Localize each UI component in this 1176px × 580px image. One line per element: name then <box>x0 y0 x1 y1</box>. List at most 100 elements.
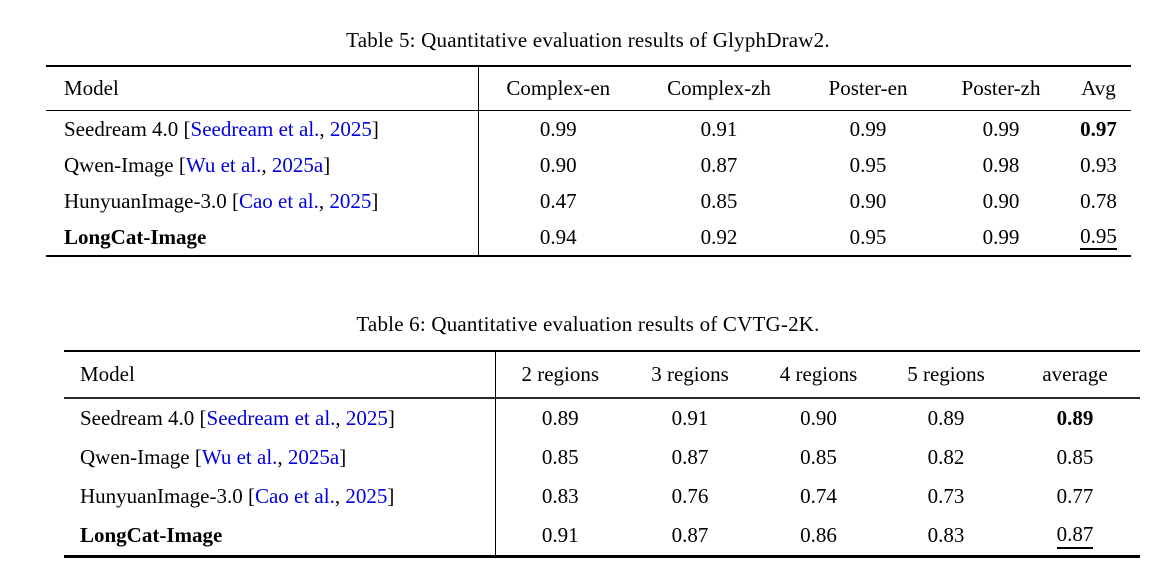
bracket-open: [ <box>173 152 186 177</box>
model-cell: Qwen-Image [Wu et al., 2025a] <box>46 147 478 183</box>
value-cell: 0.91 <box>671 406 709 430</box>
citation-link-year[interactable]: 2025 <box>329 188 372 213</box>
bracket-open: [ <box>178 116 191 141</box>
value-cell: 0.90 <box>800 406 837 430</box>
citation-link-authors[interactable]: Cao et al. <box>254 484 335 508</box>
citation-link-year[interactable]: 2025 <box>345 484 388 508</box>
citation-link-authors[interactable]: Cao et al. <box>238 188 319 213</box>
table6-caption: Table 6: Quantitative evaluation results… <box>356 312 820 336</box>
table5: Model Complex-en Complex-zh Poster-en Po… <box>46 65 1131 257</box>
value-cell: 0.90 <box>849 188 887 213</box>
citation-separator: , <box>318 188 330 213</box>
value-cell: 0.93 <box>1080 152 1117 177</box>
value-cell: 0.73 <box>927 484 965 508</box>
table5-header-model: Model <box>46 66 478 111</box>
table-row: HunyuanImage-3.0 [Cao et al., 2025] 0.47… <box>46 183 1131 219</box>
table-row: Qwen-Image [Wu et al., 2025a] 0.85 0.87 … <box>64 438 1140 477</box>
value-cell: 0.87 <box>671 445 709 469</box>
value-cell: 0.74 <box>800 484 837 508</box>
citation-link-authors[interactable]: Wu et al. <box>201 445 278 469</box>
citation-link-authors[interactable]: Seedream et al. <box>190 116 320 141</box>
table-row: LongCat-Image 0.91 0.87 0.86 0.83 0.87 <box>64 516 1140 557</box>
value-cell: 0.92 <box>700 224 738 249</box>
underlined-value: 0.95 <box>1080 225 1117 251</box>
model-name: Qwen-Image <box>64 152 174 177</box>
value-cell: 0.87 <box>671 523 709 547</box>
value-cell-best: 0.97 <box>1080 116 1117 141</box>
model-name: Seedream 4.0 <box>64 116 179 141</box>
bracket-close: ] <box>387 406 395 430</box>
value-cell: 0.85 <box>700 188 738 213</box>
value-cell: 0.99 <box>982 224 1020 249</box>
value-cell: 0.90 <box>982 188 1020 213</box>
table6-header-average: average <box>1010 351 1140 399</box>
table5-header-complex-en: Complex-en <box>477 66 638 111</box>
value-cell: 0.47 <box>477 183 638 219</box>
value-cell: 0.89 <box>927 406 965 430</box>
value-cell: 0.85 <box>1056 445 1094 469</box>
value-cell: 0.99 <box>849 116 887 141</box>
citation-separator: , <box>335 406 346 430</box>
value-cell-best: 0.89 <box>1056 406 1094 430</box>
value-cell: 0.76 <box>671 484 709 508</box>
table5-header-avg: Avg <box>1066 66 1131 111</box>
citation-link-year[interactable]: 2025 <box>345 406 388 430</box>
model-name: Qwen-Image <box>80 445 190 469</box>
value-cell: 0.91 <box>494 516 625 557</box>
model-cell: HunyuanImage-3.0 [Cao et al., 2025] <box>46 183 478 219</box>
table-row: Seedream 4.0 [Seedream et al., 2025] 0.9… <box>46 110 1131 148</box>
bracket-open: [ <box>242 484 255 508</box>
value-cell: 0.90 <box>477 147 638 183</box>
table5-header-poster-zh: Poster-zh <box>936 66 1066 111</box>
bracket-close: ] <box>323 152 331 177</box>
citation-link-year[interactable]: 2025a <box>271 152 324 177</box>
value-cell: 0.82 <box>927 445 965 469</box>
value-cell: 0.85 <box>494 438 625 477</box>
table6-header-3regions: 3 regions <box>625 351 755 399</box>
model-cell: LongCat-Image <box>46 219 478 256</box>
table5-header-row: Model Complex-en Complex-zh Poster-en Po… <box>46 66 1131 111</box>
value-cell: 0.94 <box>477 219 638 256</box>
value-cell: 0.83 <box>927 523 965 547</box>
bracket-close: ] <box>339 445 347 469</box>
table6: Model 2 regions 3 regions 4 regions 5 re… <box>64 350 1140 558</box>
table-row: Qwen-Image [Wu et al., 2025a] 0.90 0.87 … <box>46 147 1131 183</box>
value-cell: 0.89 <box>494 398 625 438</box>
citation-link-authors[interactable]: Seedream et al. <box>206 406 336 430</box>
value-cell: 0.83 <box>494 477 625 516</box>
value-cell-second-best: 0.95 <box>1066 219 1131 256</box>
value-cell: 0.95 <box>849 152 887 177</box>
model-cell: HunyuanImage-3.0 [Cao et al., 2025] <box>64 477 495 516</box>
bracket-close: ] <box>371 116 379 141</box>
model-cell: Seedream 4.0 [Seedream et al., 2025] <box>64 398 495 438</box>
table6-header-5regions: 5 regions <box>882 351 1010 399</box>
value-cell: 0.78 <box>1080 188 1117 213</box>
bracket-open: [ <box>189 445 202 469</box>
value-cell-second-best: 0.87 <box>1010 516 1140 557</box>
value-cell: 0.85 <box>800 445 837 469</box>
citation-separator: , <box>319 116 330 141</box>
table-row: HunyuanImage-3.0 [Cao et al., 2025] 0.83… <box>64 477 1140 516</box>
model-cell: LongCat-Image <box>64 516 495 557</box>
citation-separator: , <box>277 445 288 469</box>
citation-separator: , <box>261 152 272 177</box>
model-name: LongCat-Image <box>64 224 207 249</box>
table5-header-complex-zh: Complex-zh <box>638 66 800 111</box>
value-cell: 0.77 <box>1056 484 1094 508</box>
model-cell: Seedream 4.0 [Seedream et al., 2025] <box>46 111 478 148</box>
bracket-close: ] <box>387 484 395 508</box>
citation-link-authors[interactable]: Wu et al. <box>185 152 262 177</box>
model-cell: Qwen-Image [Wu et al., 2025a] <box>64 438 495 477</box>
citation-link-year[interactable]: 2025 <box>329 116 372 141</box>
table6-header-4regions: 4 regions <box>755 351 882 399</box>
value-cell: 0.95 <box>849 224 887 249</box>
table6-header-model: Model <box>64 351 495 399</box>
table6-header-2regions: 2 regions <box>494 351 625 399</box>
table-row: LongCat-Image 0.94 0.92 0.95 0.99 0.95 <box>46 219 1131 256</box>
model-name: HunyuanImage-3.0 <box>64 188 227 213</box>
table5-header-poster-en: Poster-en <box>800 66 936 111</box>
citation-link-year[interactable]: 2025a <box>287 445 340 469</box>
table5-caption: Table 5: Quantitative evaluation results… <box>346 28 830 52</box>
bracket-close: ] <box>371 188 379 213</box>
value-cell: 0.87 <box>700 152 738 177</box>
